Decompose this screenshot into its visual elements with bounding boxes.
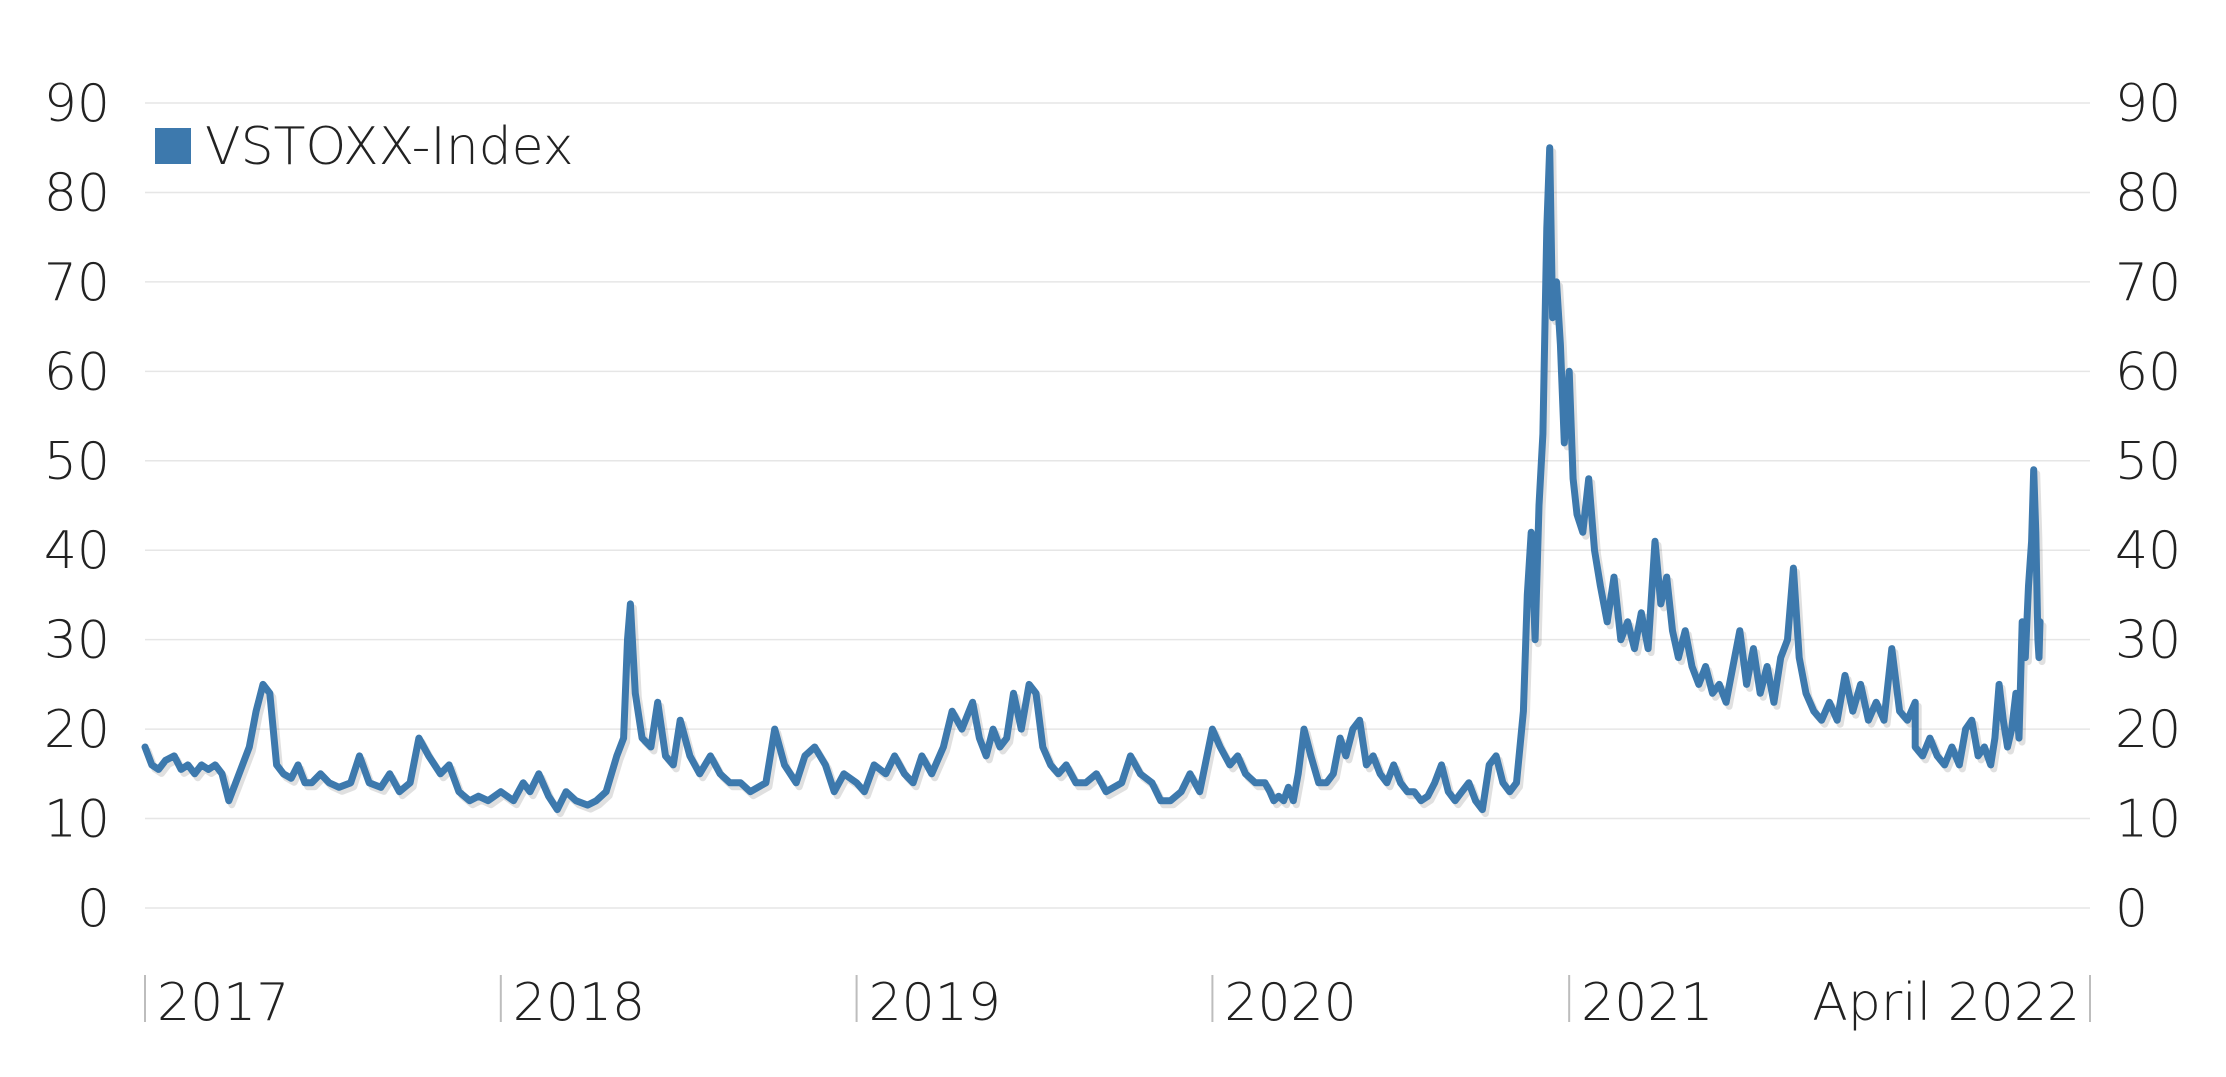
y-tick-right-0: 0: [2115, 879, 2148, 939]
y-tick-right-70: 70: [2115, 253, 2181, 313]
y-tick-right-90: 90: [2115, 74, 2181, 134]
y-axis-right: 0 10 20 30 40 50 60 70 80 90: [2115, 74, 2181, 939]
y-tick-left-10: 10: [44, 790, 110, 850]
x-tick-2021: 2021: [1581, 973, 1713, 1033]
series-line-vstoxx-index: [141, 144, 2044, 814]
y-tick-right-20: 20: [2115, 700, 2181, 760]
y-tick-right-80: 80: [2115, 163, 2181, 223]
y-tick-left-70: 70: [44, 253, 110, 313]
y-tick-left-40: 40: [44, 521, 110, 581]
y-axis-left: 0 10 20 30 40 50 60 70 80 90: [44, 74, 110, 939]
x-axis-separators: [144, 975, 2091, 1022]
x-tick-2018: 2018: [513, 973, 645, 1033]
series-layer: [141, 144, 2047, 818]
legend: VSTOXX-Index: [155, 117, 574, 177]
x-tick-April-2022: April 2022: [1812, 973, 2080, 1033]
legend-label: VSTOXX-Index: [205, 117, 574, 177]
x-tick-2017: 2017: [157, 973, 289, 1033]
y-tick-left-20: 20: [44, 700, 110, 760]
y-tick-right-60: 60: [2115, 342, 2181, 402]
legend-swatch: [155, 128, 191, 164]
series-shadow: [144, 148, 2047, 818]
gridlines: [145, 102, 2090, 909]
x-tick-2019: 2019: [869, 973, 1001, 1033]
y-tick-right-50: 50: [2115, 432, 2181, 492]
x-axis: 2017 2018 2019 2020 2021 April 2022: [157, 973, 2080, 1033]
y-tick-left-60: 60: [44, 342, 110, 402]
y-tick-right-40: 40: [2115, 521, 2181, 581]
x-tick-2020: 2020: [1224, 973, 1356, 1033]
y-tick-right-30: 30: [2115, 611, 2181, 671]
y-tick-left-50: 50: [44, 432, 110, 492]
y-tick-left-80: 80: [44, 163, 110, 223]
y-tick-left-90: 90: [44, 74, 110, 134]
y-tick-right-10: 10: [2115, 790, 2181, 850]
y-tick-left-0: 0: [77, 879, 110, 939]
y-tick-left-30: 30: [44, 611, 110, 671]
